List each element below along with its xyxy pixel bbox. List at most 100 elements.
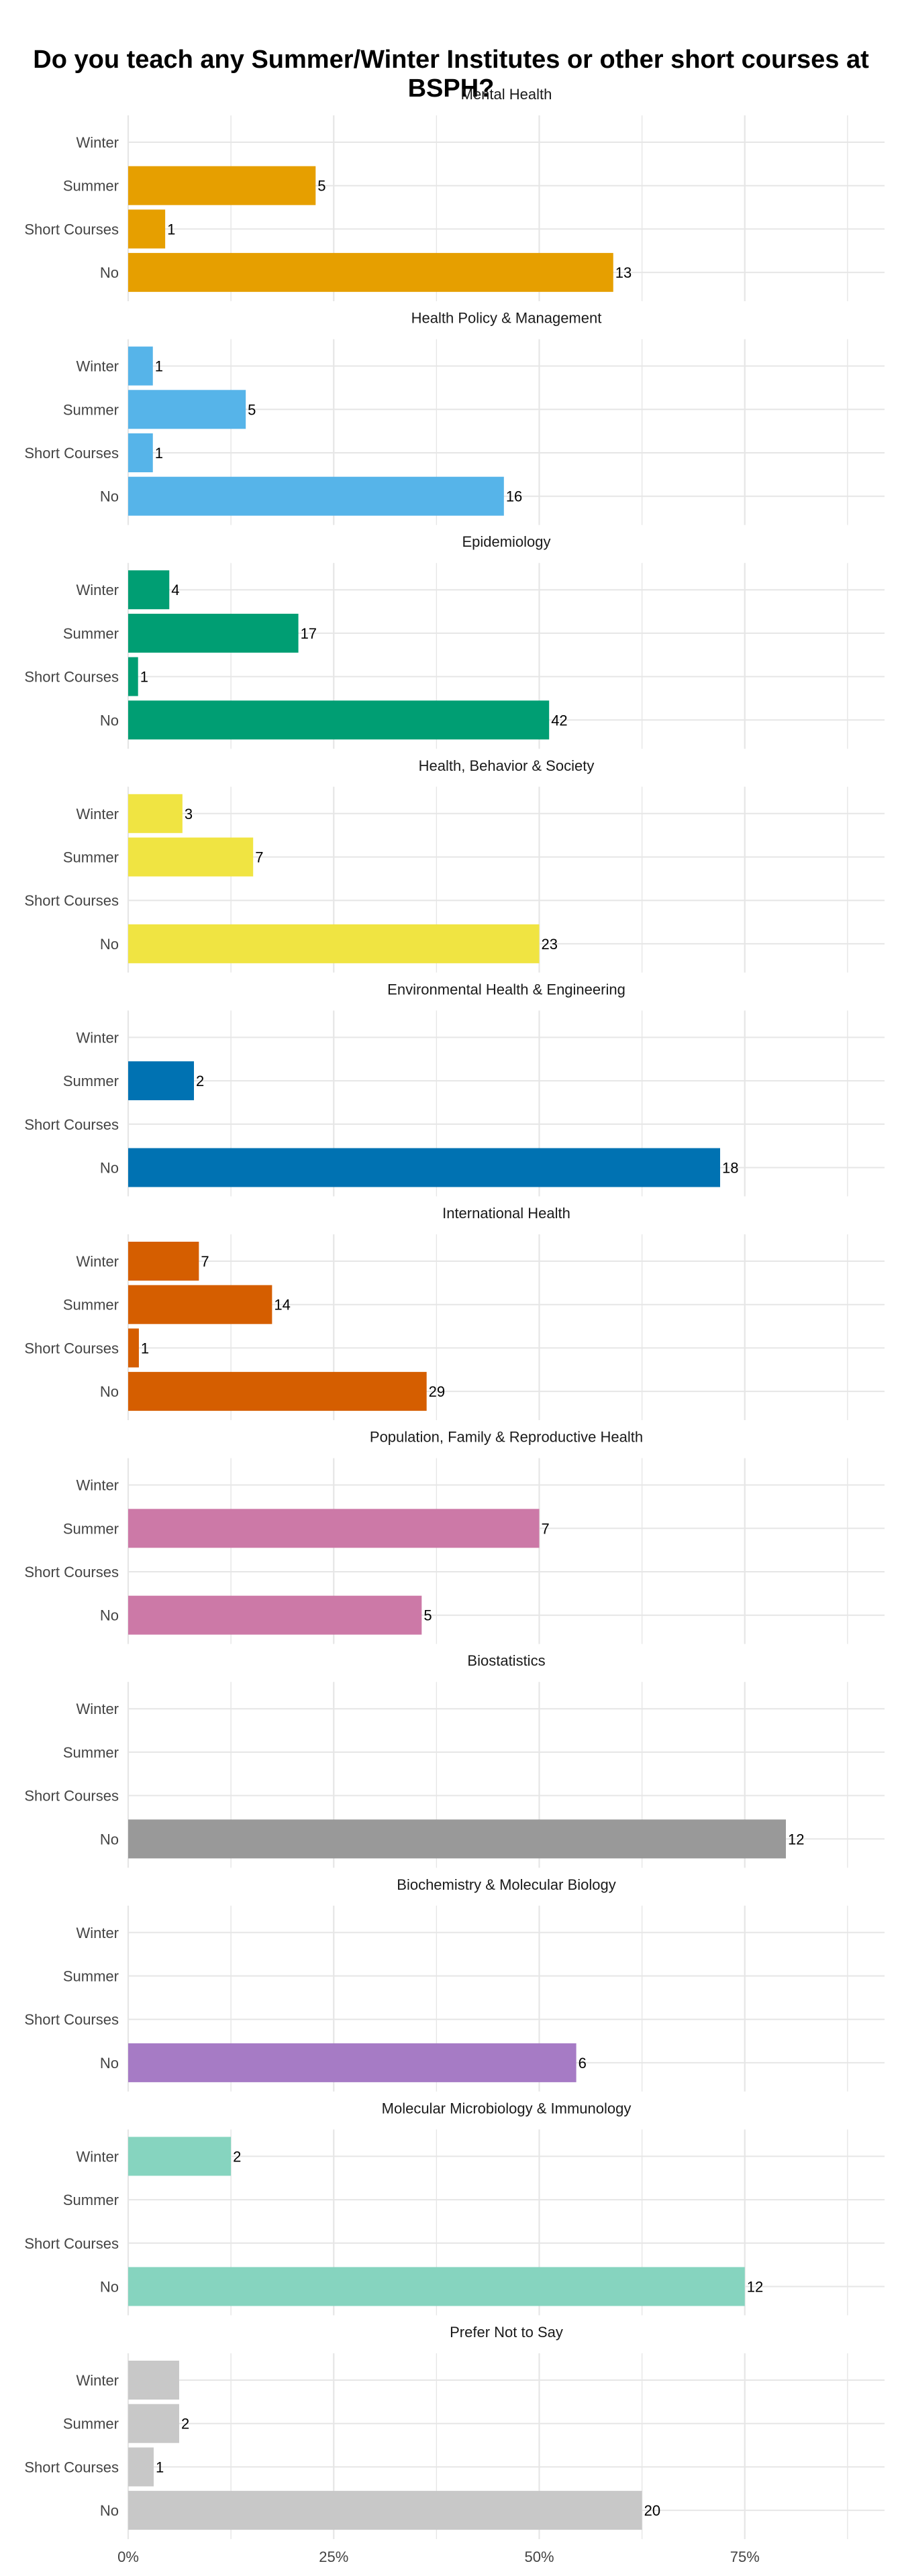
bar: [128, 1148, 720, 1187]
category-label: Short Courses: [24, 1116, 119, 1133]
data-label: 3: [185, 806, 193, 822]
data-label: 5: [317, 178, 325, 195]
bar: [128, 570, 170, 610]
facet-panel: Environmental Health & Engineering Winter…: [24, 981, 885, 1197]
category-label: Summer: [63, 1968, 119, 1985]
data-label: 29: [429, 1383, 445, 1400]
chart-title: Do you teach any Summer/Winter Institute…: [33, 46, 869, 103]
category-label: No: [100, 2055, 119, 2072]
category-label: Summer: [63, 849, 119, 866]
data-label: 1: [155, 445, 163, 462]
data-label: 12: [747, 2279, 763, 2296]
bar: [128, 1372, 427, 1411]
x-tick-label: 50%: [524, 2548, 554, 2565]
bar: [128, 794, 183, 833]
bar: [128, 346, 153, 386]
panel-title: Molecular Microbiology & Immunology: [382, 2100, 632, 2116]
category-label: Short Courses: [24, 2459, 119, 2475]
category-label: No: [100, 1160, 119, 1177]
category-label: Summer: [63, 1744, 119, 1761]
data-label: 1: [141, 1340, 149, 1356]
category-label: Summer: [63, 401, 119, 418]
category-label: Summer: [63, 178, 119, 195]
data-label: 12: [788, 1831, 804, 1847]
category-label: Short Courses: [24, 221, 119, 237]
category-label: Short Courses: [24, 892, 119, 909]
bar: [128, 1595, 422, 1635]
category-label: Summer: [63, 625, 119, 642]
category-label: Summer: [63, 2192, 119, 2208]
category-label: No: [100, 1831, 119, 1847]
bar: [128, 2361, 179, 2400]
bar: [128, 1819, 786, 1859]
category-label: Summer: [63, 2416, 119, 2432]
facet-panel: Prefer Not to Say Winter Summer Short Cours…: [24, 2324, 885, 2539]
facet-panel: Health Policy & Management Winter Summer Sh…: [24, 310, 885, 525]
category-label: Summer: [63, 1297, 119, 1313]
bar: [128, 476, 504, 516]
category-label: Winter: [76, 1925, 119, 1941]
x-tick-label: 25%: [319, 2548, 348, 2565]
bar: [128, 209, 166, 249]
bar: [128, 2447, 154, 2487]
panel-title: Environmental Health & Engineering: [387, 981, 625, 998]
facet-panel: Epidemiology Winter Summer Short Courses No 4…: [24, 533, 885, 749]
category-label: No: [100, 264, 119, 281]
category-label: No: [100, 2279, 119, 2296]
bar: [128, 700, 550, 740]
data-label: 2: [181, 2416, 189, 2432]
category-label: Short Courses: [24, 1340, 119, 1356]
data-label: 1: [155, 358, 163, 375]
bar: [128, 2043, 577, 2082]
category-label: Winter: [76, 582, 119, 598]
category-label: Winter: [76, 806, 119, 822]
facet-panel: Biochemistry & Molecular Biology Winter Su…: [24, 1876, 885, 2092]
bar: [128, 924, 540, 963]
category-label: Short Courses: [24, 2011, 119, 2028]
data-label: 17: [301, 625, 317, 642]
bar: [128, 2137, 232, 2176]
panel-title: Population, Family & Reproductive Health: [370, 1429, 643, 1446]
bar: [128, 1328, 139, 1368]
data-label: 1: [167, 221, 175, 237]
x-tick-label: 0%: [117, 2548, 139, 2565]
data-label: 42: [551, 712, 567, 729]
data-label: 14: [274, 1297, 290, 1313]
data-label: 5: [248, 401, 256, 418]
panel-title: Biochemistry & Molecular Biology: [397, 1876, 615, 1893]
facet-panel: Molecular Microbiology & Immunology Winte…: [24, 2100, 885, 2316]
category-label: Winter: [76, 2148, 119, 2165]
category-label: Short Courses: [24, 1788, 119, 1805]
category-label: No: [100, 1383, 119, 1400]
panel-title: Biostatistics: [467, 1652, 545, 1669]
category-label: Short Courses: [24, 445, 119, 462]
panel-title: Health Policy & Management: [411, 310, 602, 327]
category-label: Winter: [76, 134, 119, 151]
bar: [128, 253, 613, 292]
bar: [128, 1285, 272, 1324]
bar: [128, 2267, 745, 2306]
data-label: 6: [579, 2055, 587, 2072]
bar: [128, 433, 153, 472]
category-label: Winter: [76, 1701, 119, 1717]
category-label: Winter: [76, 2372, 119, 2389]
bar: [128, 1509, 540, 1548]
data-label: 2: [233, 2148, 241, 2165]
data-label: 7: [542, 1520, 550, 1537]
category-label: Winter: [76, 358, 119, 375]
data-label: 18: [722, 1160, 738, 1177]
data-label: 7: [255, 849, 263, 866]
category-label: Summer: [63, 1073, 119, 1089]
category-label: Winter: [76, 1477, 119, 1494]
category-label: No: [100, 488, 119, 505]
category-label: Short Courses: [24, 2235, 119, 2252]
facet-panel: International Health Winter Summer Short Co…: [24, 1205, 885, 1420]
facet-panel: Mental Health Winter Summer Short Courses No…: [24, 86, 885, 301]
category-label: Winter: [76, 1029, 119, 1046]
data-label: 16: [506, 488, 522, 505]
bar: [128, 2491, 642, 2530]
data-label: 2: [196, 1073, 204, 1089]
panel-title: Health, Behavior & Society: [419, 757, 595, 774]
category-label: No: [100, 2502, 119, 2519]
